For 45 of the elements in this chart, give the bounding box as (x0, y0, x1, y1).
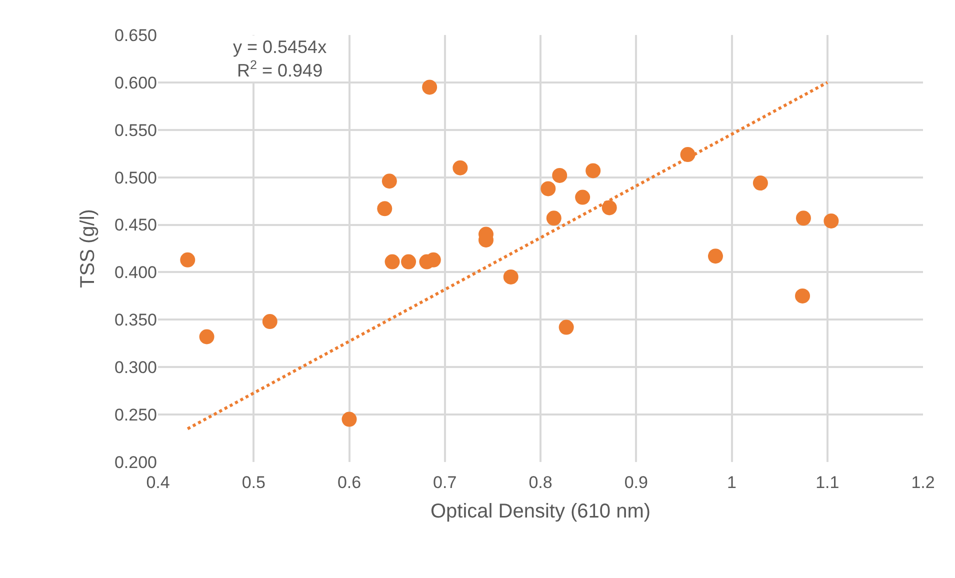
y-axis-title: TSS (g/l) (76, 209, 99, 288)
y-tick-label: 0.500 (114, 168, 157, 188)
point (552, 168, 568, 183)
point (180, 252, 196, 268)
point (586, 163, 601, 178)
x-tick-label: 1 (727, 473, 736, 492)
x-axis-title: Optical Density (610 nm) (430, 500, 651, 522)
point (262, 314, 278, 330)
point (452, 160, 468, 176)
point (796, 210, 811, 226)
point (824, 213, 839, 228)
y-tick-label: 0.300 (114, 358, 157, 378)
point (540, 181, 556, 196)
x-tick-label: 0.8 (528, 473, 552, 492)
point (382, 174, 397, 189)
y-tick-label: 0.200 (114, 452, 157, 472)
point (503, 269, 518, 284)
x-tick-label: 0.9 (624, 473, 648, 492)
point (795, 288, 810, 304)
point (575, 190, 590, 205)
point (342, 412, 357, 427)
y-tick-label: 0.350 (114, 310, 157, 330)
point (546, 210, 562, 226)
x-tick-label: 0.4 (146, 473, 170, 492)
point (708, 248, 723, 264)
point (602, 200, 617, 216)
annotation: y = 0.5454x R$^{2}$ = 0.949 (233, 37, 327, 80)
point (422, 80, 438, 95)
x-tick-label: 1.2 (911, 473, 935, 492)
x-tick-label: 0.6 (337, 473, 362, 492)
y-tick-label: 0.650 (114, 26, 157, 45)
point (377, 201, 392, 216)
y-tick-label: 0.550 (114, 120, 157, 140)
y-tick-label: 0.250 (114, 406, 157, 425)
y-tick-label: 0.600 (114, 73, 157, 92)
y-tick-label: 0.400 (114, 263, 157, 282)
x-tick-label: 1.1 (816, 473, 840, 492)
point (199, 329, 214, 344)
point (558, 320, 574, 335)
x-tick-label: 0.7 (433, 473, 457, 492)
y-tick-label: 0.450 (114, 216, 157, 235)
point (401, 254, 416, 270)
point (752, 176, 768, 191)
point (384, 254, 400, 270)
x-tick-label: 0.5 (242, 473, 266, 492)
